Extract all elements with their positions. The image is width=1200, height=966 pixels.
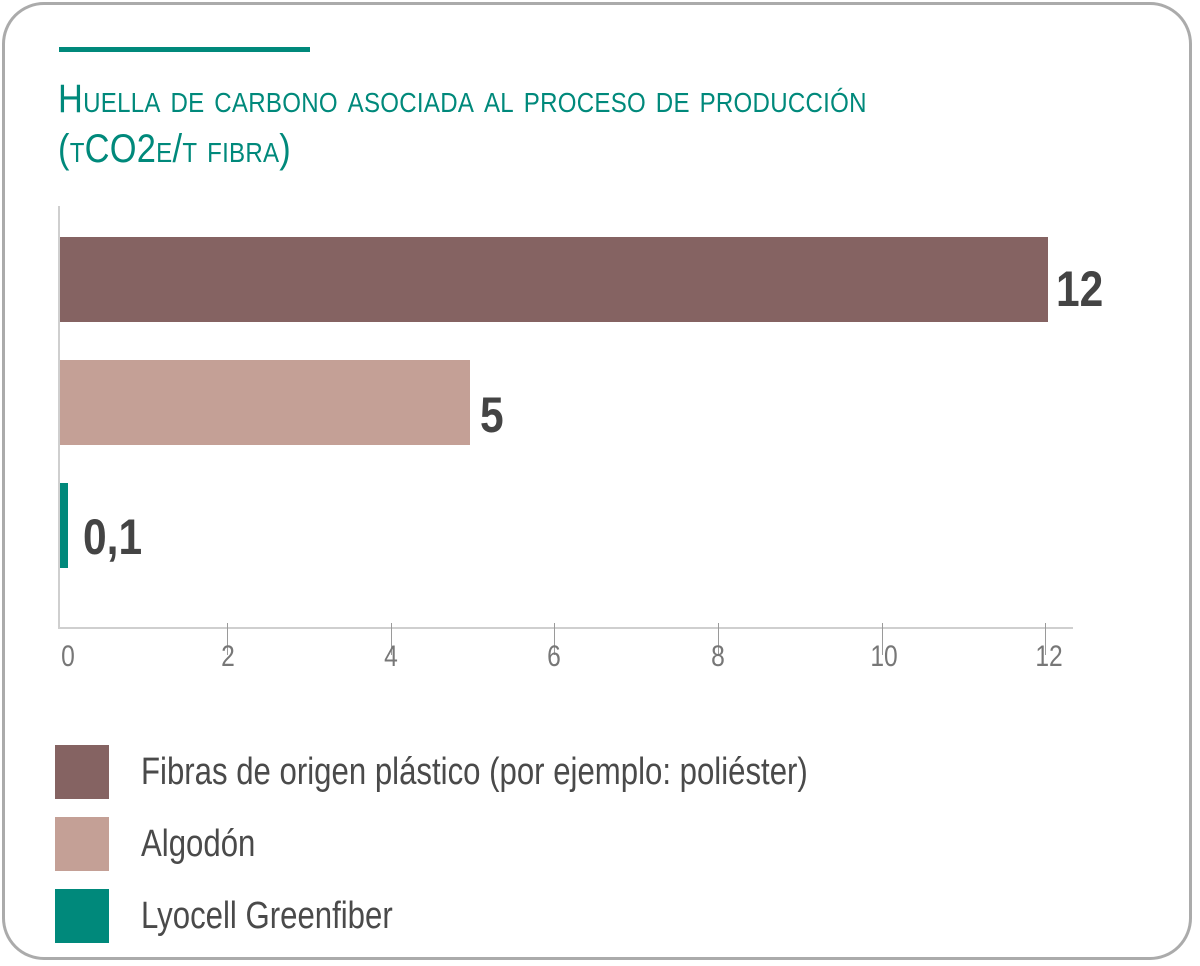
legend-swatch-lyocell <box>55 889 109 943</box>
y-axis-line <box>58 206 60 628</box>
bar-plastic-fibers <box>60 237 1048 322</box>
bar-value-label: 12 <box>1056 261 1104 317</box>
bar-value-label: 0,1 <box>83 509 143 565</box>
x-tick-label: 6 <box>547 640 561 673</box>
legend-item-lyocell: Lyocell Greenfiber <box>55 880 954 952</box>
x-tick <box>718 623 719 655</box>
x-axis-line <box>58 627 1073 629</box>
legend-item-cotton: Algodón <box>55 808 954 880</box>
legend-swatch-cotton <box>55 817 109 871</box>
x-tick-label: 0 <box>61 640 75 673</box>
x-tick-label: 10 <box>870 640 898 673</box>
bar-cotton <box>60 360 470 445</box>
x-tick-label: 8 <box>711 640 725 673</box>
chart-title-line2: (tCO2e/t fibra) <box>58 127 292 171</box>
x-tick-label: 12 <box>1035 640 1063 673</box>
x-tick-label: 4 <box>384 640 398 673</box>
plot-area: 0 2 4 6 8 10 12 12 5 0,1 <box>58 206 1104 673</box>
x-tick-label: 2 <box>221 640 235 673</box>
bar-lyocell <box>60 483 68 568</box>
legend-label: Lyocell Greenfiber <box>141 894 393 937</box>
bar-value-label: 5 <box>480 387 504 443</box>
title-accent-rule <box>59 47 310 52</box>
chart-title: Huella de carbono asociada al proceso de… <box>58 74 1004 174</box>
x-tick <box>882 623 883 655</box>
x-tick <box>227 623 228 655</box>
x-tick <box>554 623 555 655</box>
legend: Fibras de origen plástico (por ejemplo: … <box>55 736 954 952</box>
legend-label: Fibras de origen plástico (por ejemplo: … <box>141 750 808 793</box>
x-tick <box>1045 623 1046 655</box>
chart-title-line1: Huella de carbono asociada al proceso de… <box>58 77 867 121</box>
legend-item-plastic: Fibras de origen plástico (por ejemplo: … <box>55 736 954 808</box>
x-tick <box>391 623 392 655</box>
legend-swatch-plastic <box>55 745 109 799</box>
legend-label: Algodón <box>141 822 256 865</box>
